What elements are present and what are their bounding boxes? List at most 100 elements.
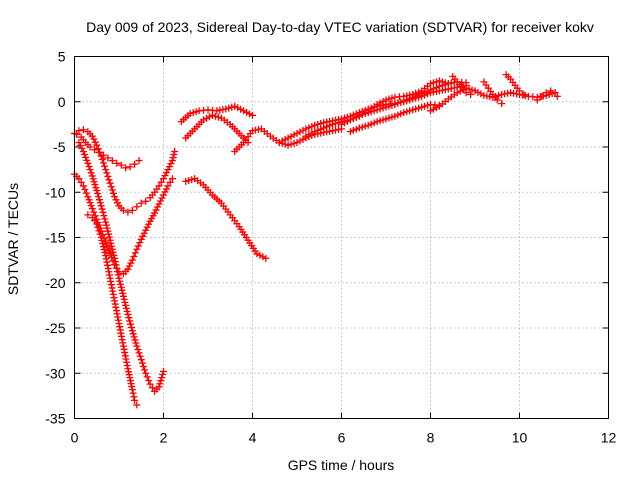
data-point [105,176,113,184]
data-point [101,162,109,170]
data-point [112,261,120,269]
data-point [104,172,112,180]
data-point [249,111,256,119]
data-point [131,249,139,257]
data-series [302,78,470,140]
data-point [127,259,135,267]
x-tick-label: 6 [338,430,346,446]
y-tick-label: 5 [58,49,66,65]
data-point [76,141,84,149]
data-point [115,274,123,282]
data-point [100,212,108,220]
data-point [148,384,156,392]
data-point [108,245,116,253]
data-point [119,206,127,214]
data-point [95,227,103,235]
data-point [166,178,174,186]
data-point [99,243,107,251]
data-point [109,189,117,197]
data-point [93,186,101,194]
data-point [133,245,141,253]
data-point [91,146,99,154]
data-point [95,193,103,201]
data-point [101,215,109,223]
data-point [109,248,117,256]
data-point [161,172,169,180]
data-point [103,169,111,177]
data-point [145,376,153,384]
data-point [123,307,131,315]
data-point [155,200,163,208]
data-points [71,71,561,409]
data-point [141,366,149,374]
data-point [516,87,523,95]
data-point [167,160,175,168]
y-tick-label: -25 [45,320,65,336]
data-point [111,258,119,266]
data-point [85,162,93,170]
data-point [97,202,105,210]
data-point [133,342,141,350]
data-point [119,292,127,300]
data-point [88,205,96,213]
data-point [107,239,115,247]
data-point [142,197,150,205]
data-point [168,175,176,183]
data-point [108,242,116,250]
data-point [79,182,87,190]
data-point [462,89,470,97]
data-point [98,237,106,245]
x-tick-label: 10 [512,430,528,446]
data-point [162,185,170,193]
data-point [467,91,475,99]
data-point [103,224,111,232]
data-point [116,280,124,288]
data-point [262,254,270,262]
data-point [78,145,86,153]
data-point [77,178,85,186]
data-point [130,333,138,341]
y-tick-label: -35 [45,411,65,427]
data-point [111,254,119,262]
data-point [140,229,148,237]
data-point [120,295,128,303]
data-point [132,339,140,347]
data-point [139,232,147,240]
data-point [105,233,113,241]
data-point [112,196,120,204]
data-point [98,205,106,213]
plot-frame [74,56,609,419]
data-point [471,87,479,95]
data-point [164,182,172,190]
data-point [117,161,125,169]
data-series [502,71,528,99]
data-point [127,323,135,331]
data-point [107,183,115,191]
data-point [96,230,104,238]
data-point [99,151,107,159]
data-point [493,96,501,104]
data-point [128,206,136,214]
data-point [95,148,103,156]
data-point [110,251,118,259]
data-point [170,151,178,159]
data-point [128,386,136,394]
data-point [126,317,134,325]
data-point [122,164,130,172]
data-point [159,371,167,379]
y-tick-label: 0 [58,94,66,110]
data-point [498,100,506,108]
data-point [97,234,105,241]
data-point [101,249,109,257]
data-point [75,138,83,146]
data-point [114,268,122,276]
data-point [160,191,167,199]
data-point [133,401,141,409]
data-point [142,226,150,234]
data-point [99,208,107,216]
data-series [177,102,256,126]
data-point [130,253,138,261]
data-point [114,271,122,279]
data-point [105,230,113,238]
